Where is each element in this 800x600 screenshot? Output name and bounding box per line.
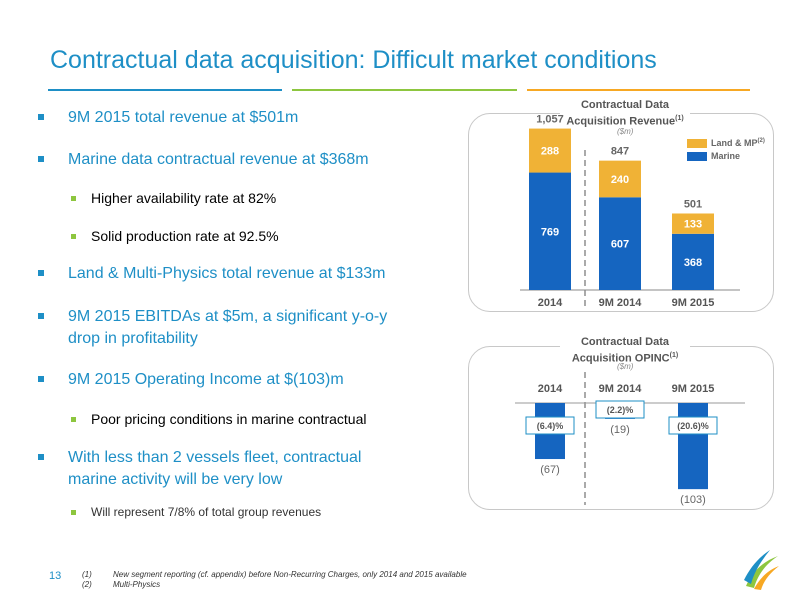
title-rule-green (292, 89, 517, 91)
sub-bullet-text: Will represent 7/8% of total group reven… (91, 505, 322, 519)
legend-land-swatch (687, 139, 707, 148)
opinc-title-line1: Contractual Data (580, 336, 670, 348)
bullet-text: 9M 2015 Operating Income at $(103)m (68, 371, 344, 388)
legend-marine-label: Marine (711, 151, 741, 161)
bullet-text: With less than 2 vessels fleet, contract… (68, 449, 362, 466)
title-rule-orange (527, 89, 750, 91)
legend-land-footnote: (2) (757, 138, 765, 144)
bullet-text-continued: drop in profitability (68, 330, 198, 347)
opinc-title-line2: Acquisition OPINC(1) (566, 349, 684, 366)
bullet-marker (38, 114, 44, 120)
bullet-text: Land & Multi-Physics total revenue at $1… (68, 265, 386, 282)
legend-land-text: Land & MP (711, 138, 758, 148)
legend-marine-swatch (687, 152, 707, 161)
revenue-title-footnote: (1) (675, 115, 684, 122)
sub-bullet-text: Solid production rate at 92.5% (91, 228, 279, 244)
footnote-1-text: New segment reporting (cf. appendix) bef… (113, 570, 467, 579)
bullet-text: Marine data contractual revenue at $368m (68, 151, 369, 168)
bullet-text: 9M 2015 EBITDAs at $5m, a significant y-… (68, 308, 388, 325)
revenue-title-line1: Contractual Data (580, 99, 670, 111)
sub-bullet-text: Poor pricing conditions in marine contra… (91, 411, 367, 427)
revenue-title-text: Acquisition Revenue (566, 115, 676, 128)
opinc-chart-panel (468, 346, 774, 510)
sub-bullet-text: Higher availability rate at 82% (91, 190, 277, 206)
title-rule-blue (48, 89, 282, 91)
bullet-marker (38, 270, 44, 276)
sub-bullet-marker (71, 196, 76, 201)
bullet-text: 9M 2015 total revenue at $501m (68, 109, 299, 126)
bullet-marker (38, 313, 44, 319)
revenue-chart-title: Contractual Data Acquisition Revenue(1) (560, 99, 690, 129)
legend-land-label: Land & MP(2) (711, 138, 765, 148)
revenue-title-line2: Acquisition Revenue(1) (566, 112, 684, 129)
bullet-marker (38, 454, 44, 460)
footnote-2-num: (2) (82, 580, 92, 589)
opinc-title-text: Acquisition OPINC (571, 352, 670, 365)
opinc-chart-title: Contractual Data Acquisition OPINC(1) (560, 336, 690, 366)
sub-bullet-marker (71, 234, 76, 239)
sub-bullet-marker (71, 417, 76, 422)
company-logo (744, 550, 779, 590)
revenue-unit: ($m) (617, 127, 634, 136)
bullet-marker (38, 376, 44, 382)
bullet-marker (38, 156, 44, 162)
opinc-title-footnote: (1) (669, 352, 679, 359)
sub-bullet-marker (71, 510, 76, 515)
opinc-unit: ($m) (617, 362, 634, 371)
footnote-1-num: (1) (82, 570, 92, 579)
page-title: Contractual data acquisition: Difficult … (50, 46, 657, 74)
page-number: 13 (49, 570, 62, 582)
bullet-text-continued: marine activity will be very low (68, 471, 283, 488)
footnote-2-text: Multi-Physics (113, 580, 161, 589)
